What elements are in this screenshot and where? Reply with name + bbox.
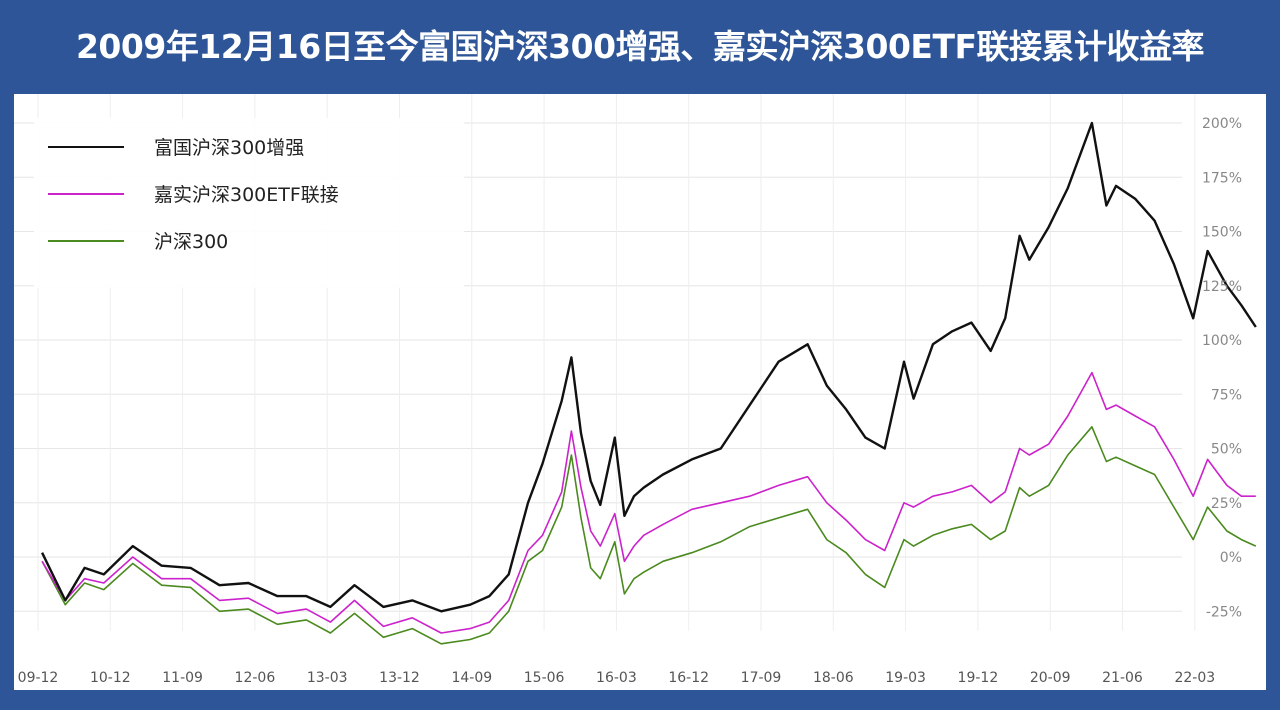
y-tick-label: 200% <box>1202 116 1242 132</box>
x-tick-label: 19-12 <box>958 670 999 686</box>
x-axis-ticks: 09-12 10-12 11-09 12-06 13-03 13-12 14-09 15-06… <box>18 670 1215 686</box>
legend-label: 沪深300 <box>154 231 228 253</box>
x-tick-label: 21-06 <box>1102 670 1143 686</box>
y-axis-ticks: 200% 175% 150% 125% 100% 75% 50% 25% 0% -25% <box>1202 116 1242 620</box>
x-tick-label: 11-09 <box>162 670 203 686</box>
y-tick-label: 150% <box>1202 225 1242 241</box>
legend-label: 富国沪深300增强 <box>154 137 304 159</box>
x-tick-label: 10-12 <box>90 670 131 686</box>
x-tick-label: 16-03 <box>596 670 637 686</box>
x-tick-label: 22-03 <box>1174 670 1215 686</box>
y-tick-label: 0% <box>1220 550 1242 566</box>
x-tick-label: 17-09 <box>741 670 782 686</box>
x-tick-label: 20-09 <box>1030 670 1071 686</box>
y-tick-label: 100% <box>1202 333 1242 349</box>
x-tick-label: 16-12 <box>668 670 709 686</box>
legend-label: 嘉实沪深300ETF联接 <box>154 184 339 206</box>
series-line <box>41 425 1257 645</box>
x-tick-label: 14-09 <box>451 670 492 686</box>
x-tick-label: 15-06 <box>524 670 565 686</box>
y-tick-label: 175% <box>1202 170 1242 186</box>
series-line <box>41 121 1257 613</box>
x-tick-label: 09-12 <box>18 670 59 686</box>
series-lines <box>41 121 1257 645</box>
x-tick-label: 13-12 <box>379 670 420 686</box>
series-line <box>41 371 1256 634</box>
y-tick-label: 25% <box>1211 496 1242 512</box>
chart-panel: 200% 175% 150% 125% 100% 75% 50% 25% 0% -25% 09-1… <box>14 94 1266 690</box>
y-tick-label: 50% <box>1211 442 1242 458</box>
y-tick-label: 125% <box>1202 279 1242 295</box>
x-tick-label: 18-06 <box>813 670 854 686</box>
x-tick-label: 19-03 <box>885 670 926 686</box>
y-tick-label: -25% <box>1206 604 1242 620</box>
x-tick-label: 13-03 <box>307 670 348 686</box>
y-tick-label: 75% <box>1211 387 1242 403</box>
x-tick-label: 12-06 <box>235 670 276 686</box>
line-chart: 200% 175% 150% 125% 100% 75% 50% 25% 0% -25% 09-1… <box>14 94 1257 686</box>
chart-title: 2009年12月16日至今富国沪深300增强、嘉实沪深300ETF联接累计收益率 <box>75 27 1205 66</box>
